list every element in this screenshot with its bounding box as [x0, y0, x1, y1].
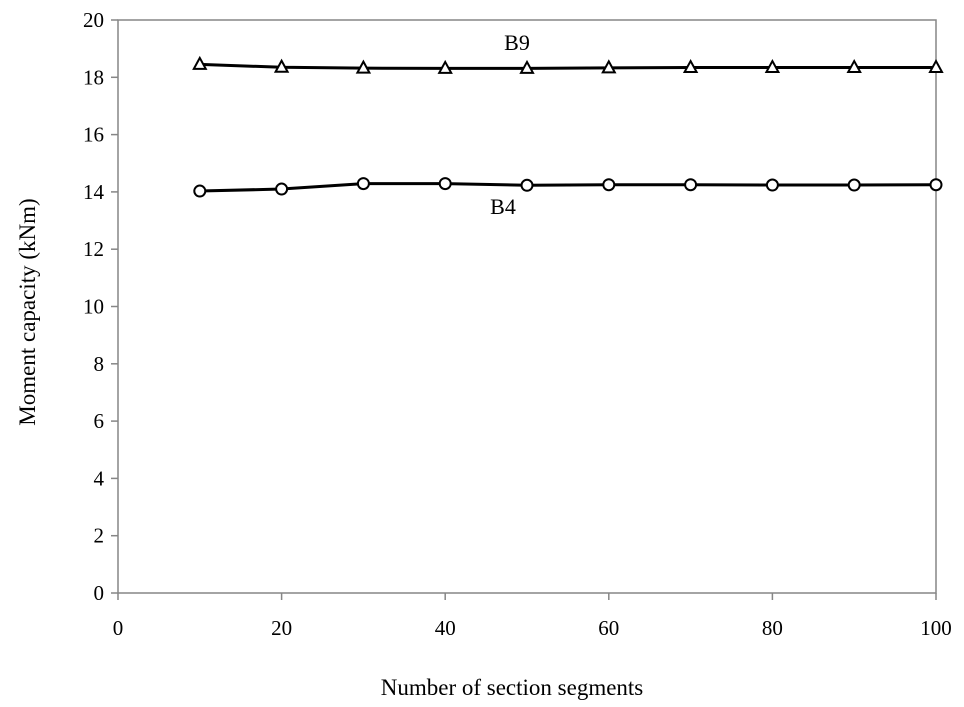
series-line-b9	[199, 62, 936, 70]
data-point-b9	[437, 59, 453, 74]
y-tick-label: 20	[83, 8, 104, 32]
plot-area	[117, 19, 937, 594]
data-point-b4	[520, 178, 534, 192]
y-tick-label: 8	[94, 352, 105, 376]
data-point-b9	[764, 58, 781, 74]
data-point-b4	[929, 178, 943, 192]
data-point-b9	[273, 58, 290, 73]
y-tick-label: 10	[83, 295, 104, 319]
y-tick-label: 6	[94, 409, 105, 433]
data-point-b4	[847, 178, 861, 192]
data-point-b4	[275, 182, 289, 196]
x-tick-label: 20	[271, 616, 292, 640]
y-tick-label: 4	[94, 466, 105, 490]
y-tick-label: 12	[83, 237, 104, 261]
data-point-b4	[193, 184, 207, 198]
series-label-b9: B9	[504, 30, 530, 55]
y-axis: 0 2 4 6 8 10 12 14 16 18 20	[83, 8, 118, 605]
series-layer	[192, 55, 944, 198]
x-tick-label: 40	[435, 616, 456, 640]
data-point-b9	[192, 55, 208, 70]
x-tick-label: 60	[598, 616, 619, 640]
x-tick-label: 0	[113, 616, 124, 640]
data-point-b4	[684, 178, 698, 192]
x-tick-label: 80	[762, 616, 783, 640]
x-axis: 0 20 40 60 80 100	[113, 593, 952, 640]
y-tick-label: 16	[83, 123, 104, 147]
data-point-b4	[356, 177, 370, 191]
series-line-b4	[199, 182, 937, 193]
data-point-b4	[602, 178, 616, 192]
data-point-b4	[765, 178, 779, 192]
data-point-b4	[438, 177, 452, 191]
data-point-b9	[682, 58, 699, 74]
y-axis-title: Moment capacity (kNm)	[15, 198, 40, 425]
x-tick-label: 100	[920, 616, 952, 640]
y-tick-label: 18	[83, 65, 104, 89]
y-tick-label: 0	[94, 581, 105, 605]
data-point-b9	[355, 59, 372, 74]
series-label-b4: B4	[490, 194, 516, 219]
data-point-b9	[601, 59, 617, 74]
data-point-b9	[928, 58, 944, 74]
y-tick-label: 2	[94, 524, 105, 548]
y-tick-label: 14	[83, 180, 105, 204]
data-point-b9	[846, 58, 862, 74]
data-point-b9	[519, 59, 535, 74]
x-axis-title: Number of section segments	[381, 675, 644, 700]
